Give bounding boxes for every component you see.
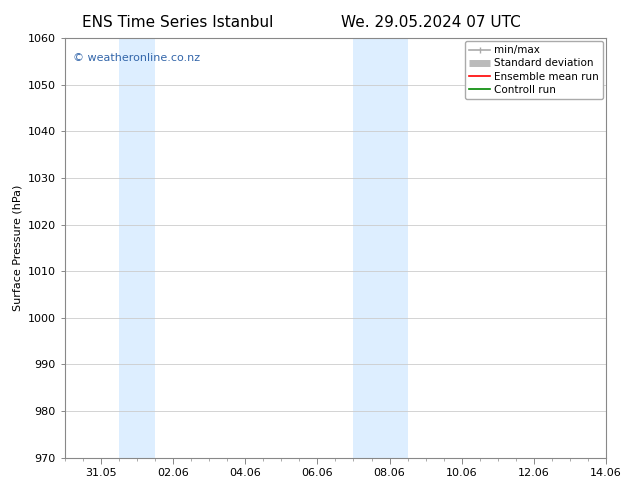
Legend: min/max, Standard deviation, Ensemble mean run, Controll run: min/max, Standard deviation, Ensemble me… bbox=[465, 41, 603, 99]
Bar bbox=[119, 38, 155, 458]
Text: ENS Time Series Istanbul: ENS Time Series Istanbul bbox=[82, 15, 273, 30]
Y-axis label: Surface Pressure (hPa): Surface Pressure (hPa) bbox=[12, 185, 22, 311]
Text: © weatheronline.co.nz: © weatheronline.co.nz bbox=[73, 53, 200, 63]
Bar bbox=[354, 38, 408, 458]
Text: We. 29.05.2024 07 UTC: We. 29.05.2024 07 UTC bbox=[341, 15, 521, 30]
